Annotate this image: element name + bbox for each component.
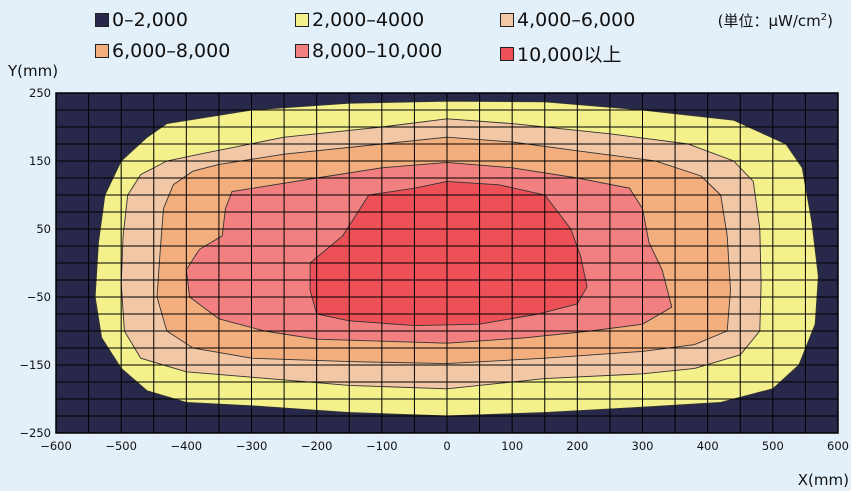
legend-item-0-2000: 0–2,000	[95, 9, 188, 31]
unit-label: (単位：μW/cm2)	[718, 10, 833, 31]
x-tick-label: 400	[697, 439, 719, 453]
plot-frame	[55, 92, 839, 434]
grid	[55, 92, 839, 434]
legend-label: 8,000–10,000	[312, 40, 443, 62]
y-tick-label: −250	[19, 426, 51, 440]
legend-swatch	[95, 13, 109, 27]
legend: 0–2,000 2,000–4000 4,000–6,000 6,000–8,0…	[0, 0, 851, 70]
legend-label: 0–2,000	[112, 9, 188, 31]
unit-prefix: (単位：μW/cm	[717, 12, 821, 30]
tick-labels: −600 −500 −400 −300 −200 −100 0 100 200 300 400 500…	[19, 86, 849, 453]
x-tick-label: −300	[236, 439, 268, 453]
legend-swatch	[295, 13, 309, 27]
x-tick-label: 600	[827, 439, 849, 453]
x-tick-label: −200	[301, 439, 333, 453]
x-tick-label: 500	[762, 439, 784, 453]
legend-item-6000-8000: 6,000–8,000	[95, 40, 230, 62]
legend-item-8000-10000: 8,000–10,000	[295, 40, 442, 62]
x-tick-label: −100	[366, 439, 398, 453]
y-tick-label: 150	[29, 154, 51, 168]
x-tick-label: 300	[632, 439, 654, 453]
x-tick-label: −500	[105, 439, 137, 453]
y-tick-label: 250	[29, 86, 51, 100]
legend-label: 6,000–8,000	[112, 40, 231, 62]
contour-line-2	[120, 118, 762, 390]
contour-level-5	[310, 181, 588, 326]
x-tick-label: −400	[171, 439, 203, 453]
legend-swatch	[295, 44, 309, 58]
legend-item-10000-plus: 10,000以上	[500, 40, 621, 67]
unit-superscript: 2	[820, 12, 828, 23]
legend-label: 2,000–4000	[312, 9, 425, 31]
legend-label: 4,000–6,000	[517, 9, 636, 31]
legend-label: 10,000以上	[517, 44, 622, 66]
x-axis-label: X(mm)	[797, 471, 849, 489]
legend-item-2000-4000: 2,000–4000	[295, 9, 424, 31]
x-tick-label: −600	[40, 439, 72, 453]
y-tick-label: −150	[19, 358, 51, 372]
contour-line-5	[309, 180, 588, 327]
y-tick-label: −50	[27, 290, 51, 304]
x-tick-label: 100	[501, 439, 523, 453]
y-tick-label: 50	[36, 222, 51, 236]
legend-swatch	[95, 44, 109, 58]
legend-swatch	[500, 13, 514, 27]
x-tick-label: 200	[566, 439, 588, 453]
y-axis-label: Y(mm)	[8, 62, 59, 80]
legend-swatch	[500, 46, 514, 61]
unit-suffix: )	[827, 12, 833, 30]
x-tick-label: 0	[443, 439, 450, 453]
legend-item-4000-6000: 4,000–6,000	[500, 9, 635, 31]
contour-line-1	[94, 100, 819, 417]
